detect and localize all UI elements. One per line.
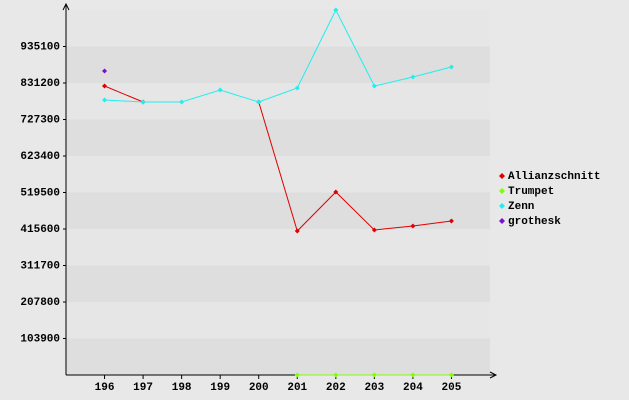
point <box>371 83 377 89</box>
x-tick-label: 200 <box>249 382 269 394</box>
point <box>102 97 108 103</box>
legend-label: Allianzschnitt <box>508 171 600 183</box>
point <box>448 218 454 224</box>
y-tick-label: 519500 <box>20 187 60 199</box>
grid-band <box>66 229 490 266</box>
y-tick-label: 623400 <box>20 151 60 163</box>
legend-swatch <box>499 203 505 209</box>
x-tick-label: 202 <box>326 382 346 394</box>
x-tick-label: 201 <box>287 382 307 394</box>
x-tick-label: 203 <box>364 382 384 394</box>
x-tick-label: 198 <box>172 382 192 394</box>
point <box>410 223 416 229</box>
point <box>294 228 300 234</box>
point <box>179 99 185 105</box>
x-tick-label: 204 <box>403 382 423 394</box>
point <box>102 68 108 74</box>
legend-label: Zenn <box>508 201 534 213</box>
point <box>140 99 146 105</box>
grid-band <box>66 302 490 339</box>
legend-swatch <box>499 218 505 224</box>
grid-band <box>66 119 490 156</box>
x-tick-label: 199 <box>210 382 230 394</box>
point <box>448 64 454 70</box>
y-axis-arrow <box>62 2 70 11</box>
series-line <box>104 85 452 232</box>
point <box>333 7 339 13</box>
grid-band <box>66 338 490 375</box>
x-tick-label: 205 <box>442 382 462 394</box>
y-tick-label: 103900 <box>20 333 60 345</box>
y-tick-label: 207800 <box>20 297 60 309</box>
x-axis-arrow <box>489 371 498 379</box>
y-tick-label: 935100 <box>20 41 60 53</box>
point <box>410 372 416 378</box>
grid-band <box>66 192 490 229</box>
grid-band <box>66 46 490 83</box>
series-line <box>104 8 452 103</box>
legend-label: Trumpet <box>508 186 554 198</box>
point <box>102 83 108 89</box>
legend-swatch <box>499 173 505 179</box>
y-tick-label: 311700 <box>20 260 60 272</box>
point <box>371 372 377 378</box>
point <box>448 372 454 378</box>
x-tick-label: 197 <box>133 382 153 394</box>
point <box>333 189 339 195</box>
point <box>294 372 300 378</box>
grid-band <box>66 156 490 193</box>
point <box>333 372 339 378</box>
x-tick-label: 196 <box>95 382 115 394</box>
y-tick-label: 415600 <box>20 224 60 236</box>
legend-swatch <box>499 188 505 194</box>
y-tick-label: 831200 <box>20 78 60 90</box>
grid-band <box>66 265 490 302</box>
point <box>217 87 223 93</box>
grid-band <box>66 10 490 47</box>
legend-label: grothesk <box>508 216 561 228</box>
point <box>410 74 416 80</box>
point <box>256 99 262 105</box>
y-tick-label: 727300 <box>20 114 60 126</box>
point <box>294 85 300 91</box>
point <box>371 227 377 233</box>
